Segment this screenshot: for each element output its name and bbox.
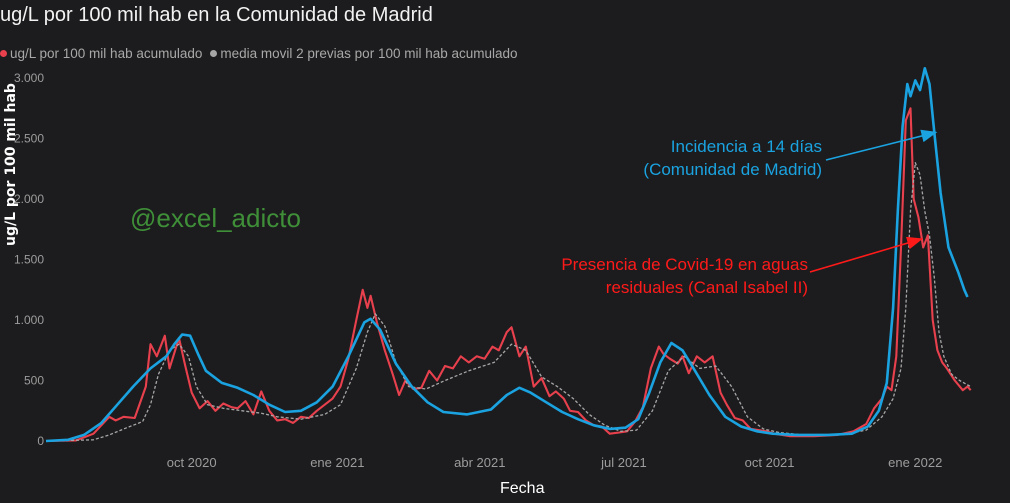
series-line-2	[45, 67, 969, 443]
annotation-incidence: Incidencia a 14 días (Comunidad de Madri…	[643, 135, 822, 181]
arrow-wastewater	[809, 236, 924, 273]
x-tick-label: oct 2021	[745, 455, 795, 470]
x-tick-label: abr 2021	[454, 455, 505, 470]
legend: ug/L por 100 mil hab acumulado media mov…	[0, 46, 526, 61]
y-tick-label: 0	[37, 434, 44, 448]
chart-title: ug/L por 100 mil hab en la Comunidad de …	[0, 4, 433, 26]
annotation-wastewater-line-2: residuales (Canal Isabel II)	[605, 278, 808, 297]
legend-dot-gray	[210, 50, 218, 57]
legend-item-moving-average[interactable]: media movil 2 previas por 100 mil hab ac…	[210, 46, 518, 61]
legend-dot-red	[0, 50, 7, 57]
annotation-wastewater: Presencia de Covid-19 en aguas residuale…	[561, 253, 808, 299]
x-tick-label: oct 2020	[167, 455, 217, 470]
legend-label-accumulated: ug/L por 100 mil hab acumulado	[10, 46, 203, 61]
y-tick-label: 500	[24, 374, 44, 388]
series-line-1	[45, 162, 972, 442]
y-tick-label: 1.000	[14, 313, 44, 327]
y-tick-label: 2.500	[14, 132, 44, 146]
y-tick-label: 1.500	[14, 253, 44, 267]
x-tick-label: ene 2022	[888, 455, 942, 470]
x-axis-label: Fecha	[500, 480, 545, 497]
legend-label-moving-average: media movil 2 previas por 100 mil hab ac…	[220, 46, 518, 61]
series-line-0	[45, 107, 972, 443]
annotation-incidence-line-1: Incidencia a 14 días	[670, 137, 822, 156]
annotation-incidence-line-2: (Comunidad de Madrid)	[643, 160, 822, 179]
arrow-incidence	[825, 129, 938, 161]
annotation-wastewater-line-1: Presencia de Covid-19 en aguas	[561, 255, 808, 274]
x-tick-label: ene 2021	[310, 455, 364, 470]
y-tick-label: 3.000	[14, 71, 44, 85]
y-tick-label: 2.000	[14, 192, 44, 206]
legend-item-accumulated[interactable]: ug/L por 100 mil hab acumulado	[0, 46, 202, 61]
watermark: @excel_adicto	[130, 203, 301, 233]
x-tick-label: jul 2021	[600, 455, 647, 470]
